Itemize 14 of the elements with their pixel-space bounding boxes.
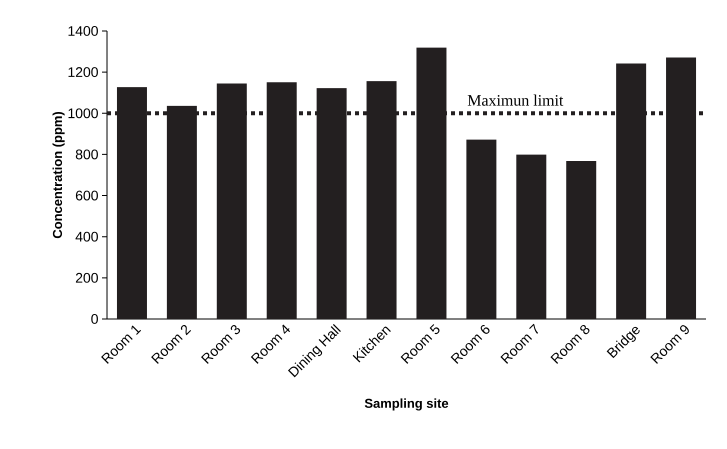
y-tick-label: 1000 [68,108,98,118]
y-tick-label: 200 [76,272,98,283]
y-tick-label: 1400 [68,26,98,36]
ref-line-label: Maximun limit [468,94,564,106]
x-axis-title: Sampling site [364,398,448,411]
y-tick-label: 600 [76,190,98,200]
y-tick-label: 800 [76,149,98,160]
y-tick-label: 0 [91,314,98,324]
y-tick-label: 400 [76,232,98,242]
bar [566,161,596,319]
y-axis-title: Concentration (ppm) [52,112,65,238]
bar [466,140,496,319]
y-tick-label: 1200 [68,67,98,78]
bar [516,154,546,319]
